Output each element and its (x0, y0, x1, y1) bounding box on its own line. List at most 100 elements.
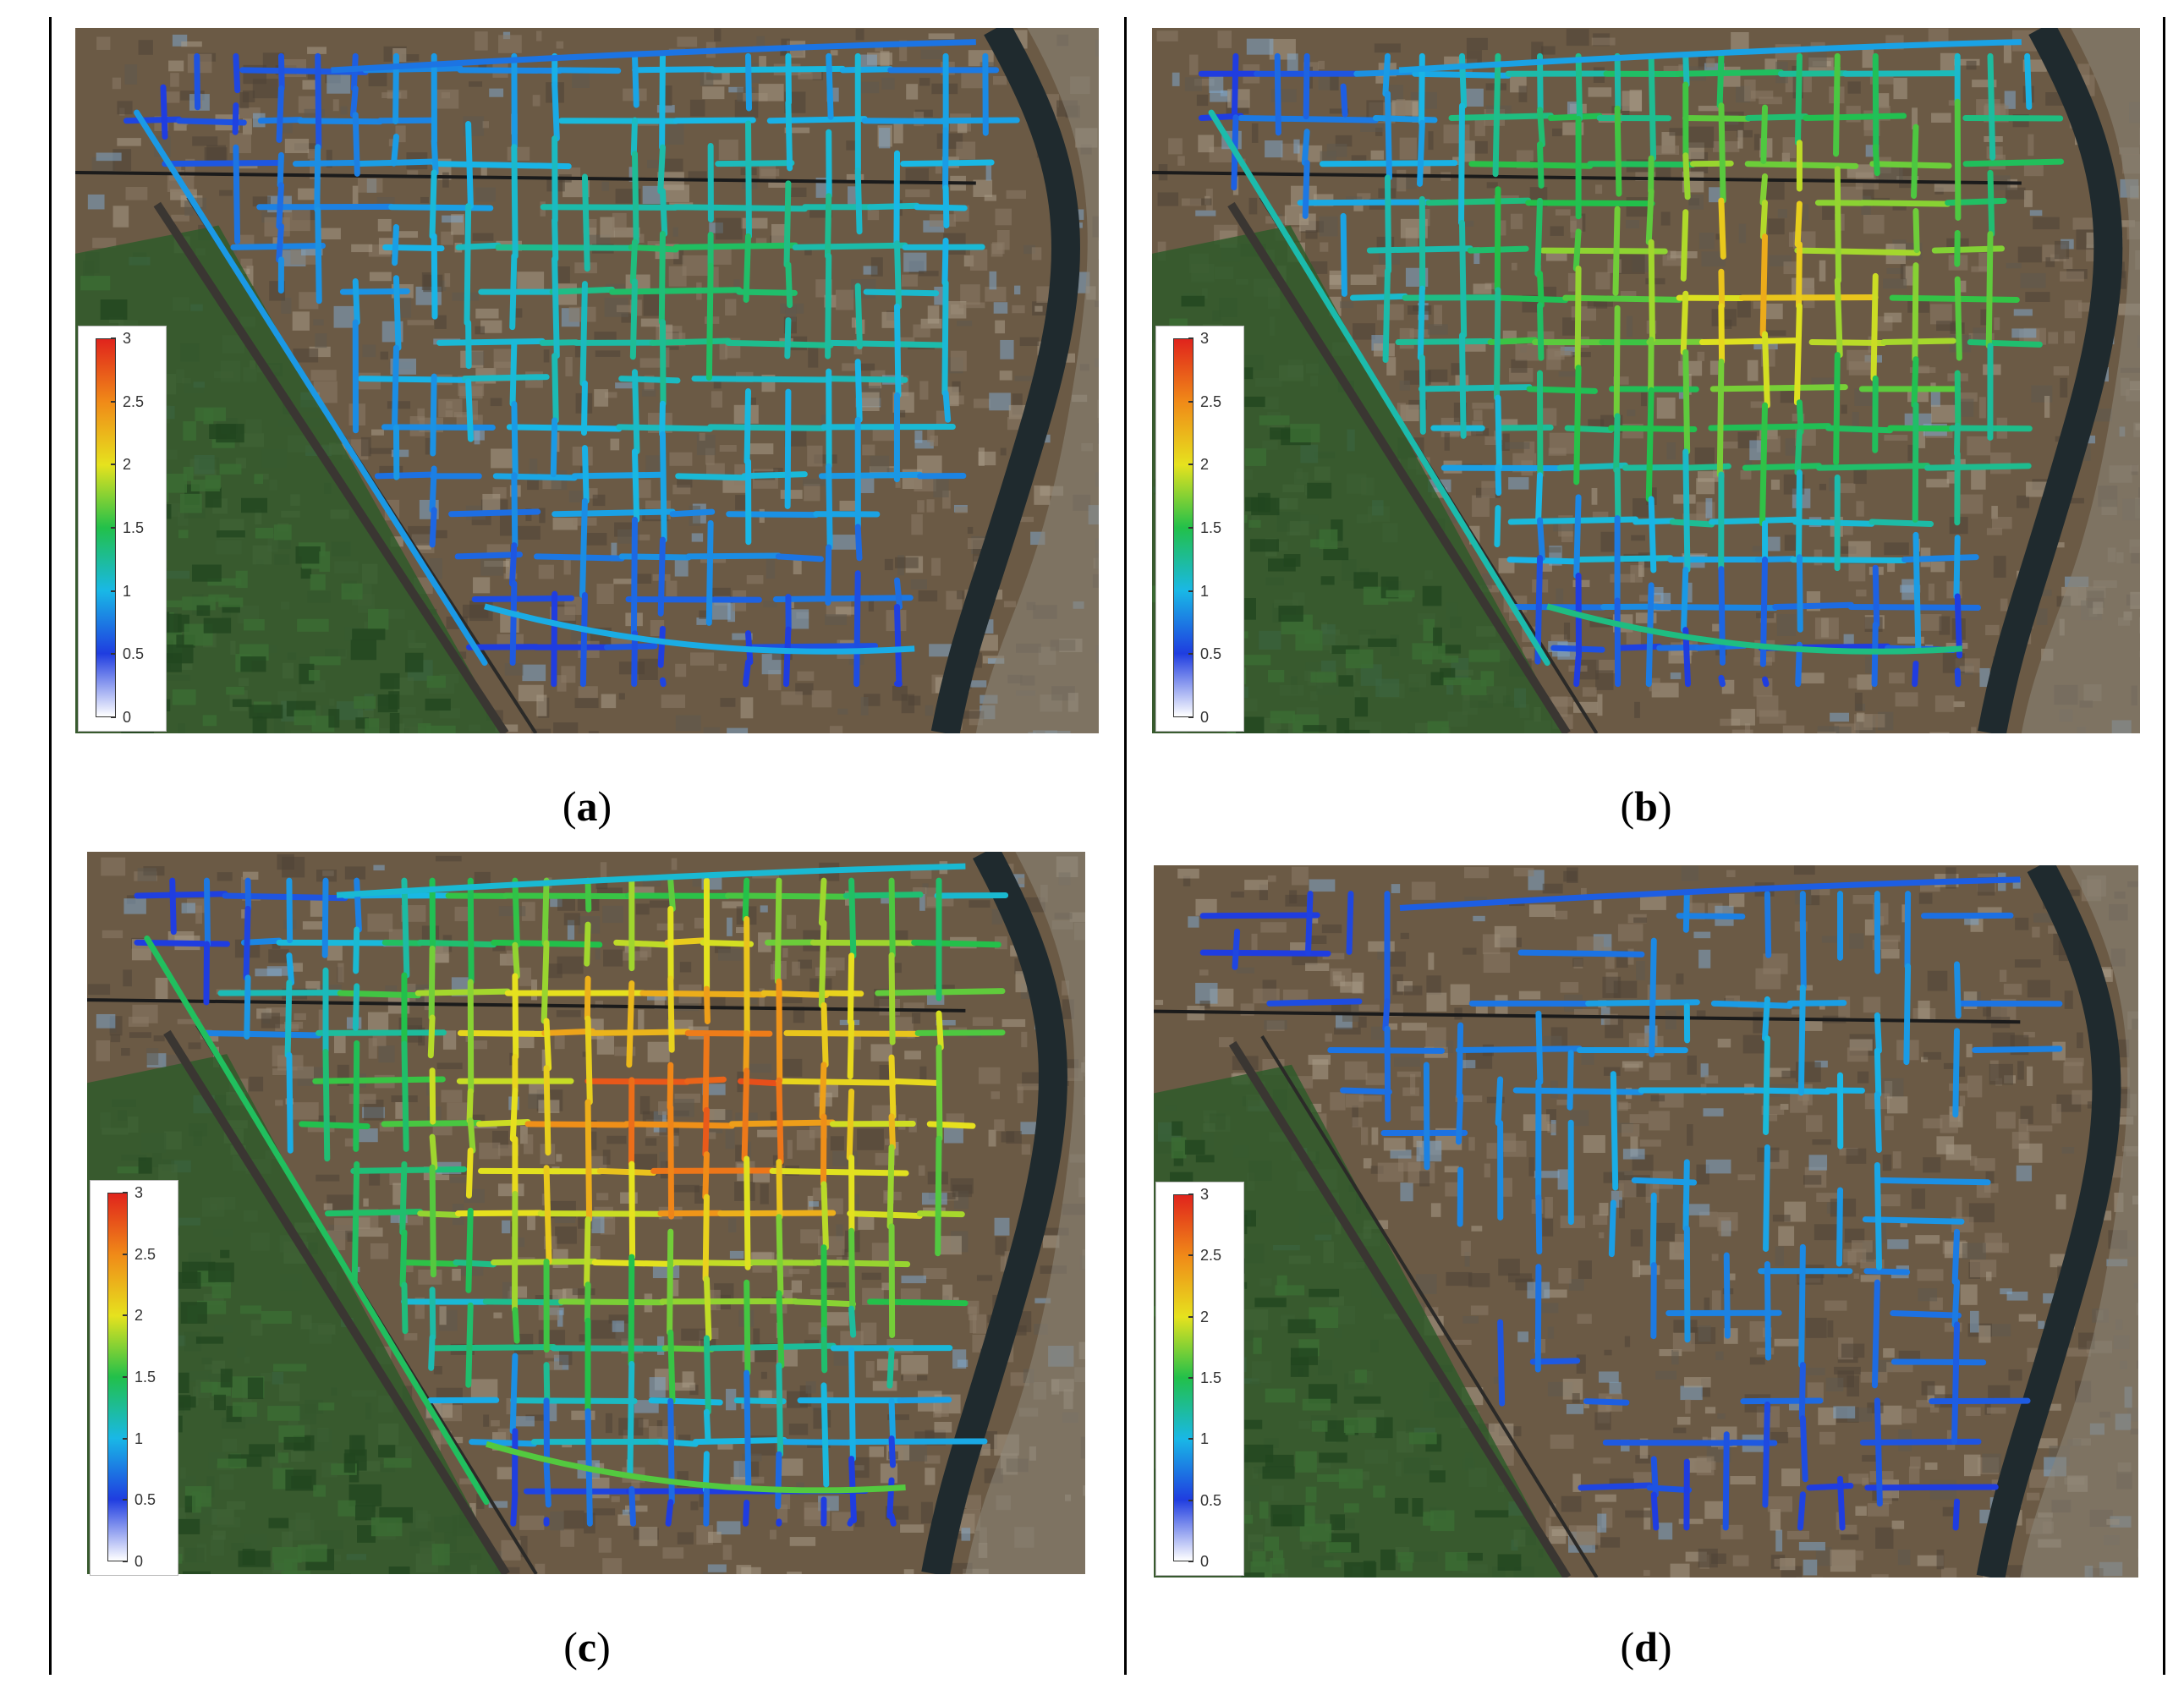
urban-block (1815, 1547, 1832, 1567)
field-plot (1287, 1319, 1316, 1334)
urban-block (272, 939, 281, 949)
field-plot (241, 497, 268, 513)
road-segment (1833, 352, 1841, 465)
urban-block (798, 959, 812, 969)
urban-block (441, 1089, 463, 1103)
urban-block (1562, 317, 1578, 336)
left-frame-line (49, 17, 52, 1675)
urban-block (1656, 398, 1676, 419)
urban-block (513, 1416, 535, 1427)
urban-block (112, 206, 129, 228)
urban-block (2063, 257, 2073, 269)
urban-block (1970, 1155, 1978, 1166)
urban-block (1396, 99, 1406, 118)
urban-block (960, 284, 980, 305)
urban-block (1785, 438, 1796, 456)
road-segment (792, 242, 908, 250)
field-plot (183, 421, 196, 441)
field-plot (1497, 1554, 1522, 1571)
urban-block (1655, 1222, 1676, 1242)
urban-block (622, 1509, 629, 1516)
road-segment (1448, 112, 1554, 122)
colorbar-tick-mark (1188, 1499, 1194, 1501)
urban-block (1867, 1503, 1890, 1517)
colorbar-legend-d: 3 2.5 2 1.5 1 0.5 0 (1155, 1182, 1244, 1576)
road-segment (1395, 337, 1494, 346)
urban-block (170, 73, 179, 87)
road-segment (1537, 270, 1545, 309)
urban-block (1194, 78, 1215, 86)
urban-block (930, 435, 939, 447)
field-plot (380, 672, 400, 689)
urban-block (568, 491, 586, 502)
road-segment (1649, 937, 1657, 1058)
field-plot (1270, 1505, 1305, 1527)
urban-block (1412, 102, 1419, 123)
urban-block (1704, 1298, 1710, 1314)
caption-b-open: ( (1620, 782, 1635, 830)
road-segment (1796, 241, 1803, 310)
urban-block (804, 483, 820, 502)
urban-block (1352, 1117, 1363, 1128)
urban-block (536, 694, 547, 716)
road-segment (1682, 1159, 1690, 1232)
road-segment (743, 233, 752, 303)
urban-block (474, 1040, 488, 1050)
colorbar-tick-label: 2.5 (123, 392, 145, 410)
urban-block (642, 185, 662, 205)
urban-block (1730, 1476, 1756, 1484)
road-segment (936, 1044, 943, 1142)
road-segment (709, 1342, 837, 1352)
urban-block (595, 948, 601, 960)
urban-block (669, 452, 693, 466)
road-segment (352, 983, 360, 1031)
road-segment (1863, 1268, 1911, 1276)
urban-block (2040, 590, 2052, 596)
urban-block (1494, 925, 1517, 948)
field-plot (222, 604, 240, 613)
urban-block (601, 694, 617, 709)
urban-block (1964, 915, 1979, 925)
urban-block (1513, 867, 1534, 877)
urban-block (1782, 137, 1797, 159)
urban-block (435, 855, 462, 862)
urban-block (759, 56, 766, 68)
field-plot (1344, 729, 1370, 733)
road-segment (429, 1164, 436, 1278)
road-segment (942, 184, 950, 228)
urban-block (1290, 942, 1312, 952)
urban-block (1765, 303, 1783, 320)
road-segment (401, 1040, 409, 1152)
urban-block (579, 1334, 588, 1342)
road-segment (571, 471, 665, 480)
urban-block (1744, 723, 1751, 733)
road-segment (743, 659, 752, 688)
road-segment (400, 1259, 459, 1267)
urban-block (689, 652, 715, 666)
colorbar-tick-mark (1188, 716, 1194, 718)
road-segment (847, 1517, 855, 1527)
urban-block (1993, 556, 2006, 578)
road-segment (204, 877, 211, 947)
urban-block (1399, 380, 1410, 391)
urban-block (344, 1138, 359, 1147)
urban-block (2061, 889, 2080, 897)
road-segment (820, 1326, 828, 1374)
road-segment (134, 109, 488, 667)
field-plot (1299, 1523, 1332, 1542)
caption-a-close: ) (597, 782, 612, 830)
urban-block (1426, 992, 1447, 1012)
urban-block (1787, 1427, 1802, 1438)
urban-block (1942, 1506, 1958, 1517)
urban-block (613, 579, 634, 584)
urban-block (988, 1129, 996, 1147)
urban-block (1801, 672, 1825, 684)
road-segment (824, 193, 832, 260)
road-segment (1763, 1144, 1770, 1252)
road-segment (1709, 516, 1799, 525)
urban-block (639, 1095, 650, 1115)
urban-block (459, 1478, 472, 1484)
urban-block (1659, 1090, 1684, 1108)
road-segment (659, 1298, 799, 1305)
road-segment (1790, 557, 1908, 564)
